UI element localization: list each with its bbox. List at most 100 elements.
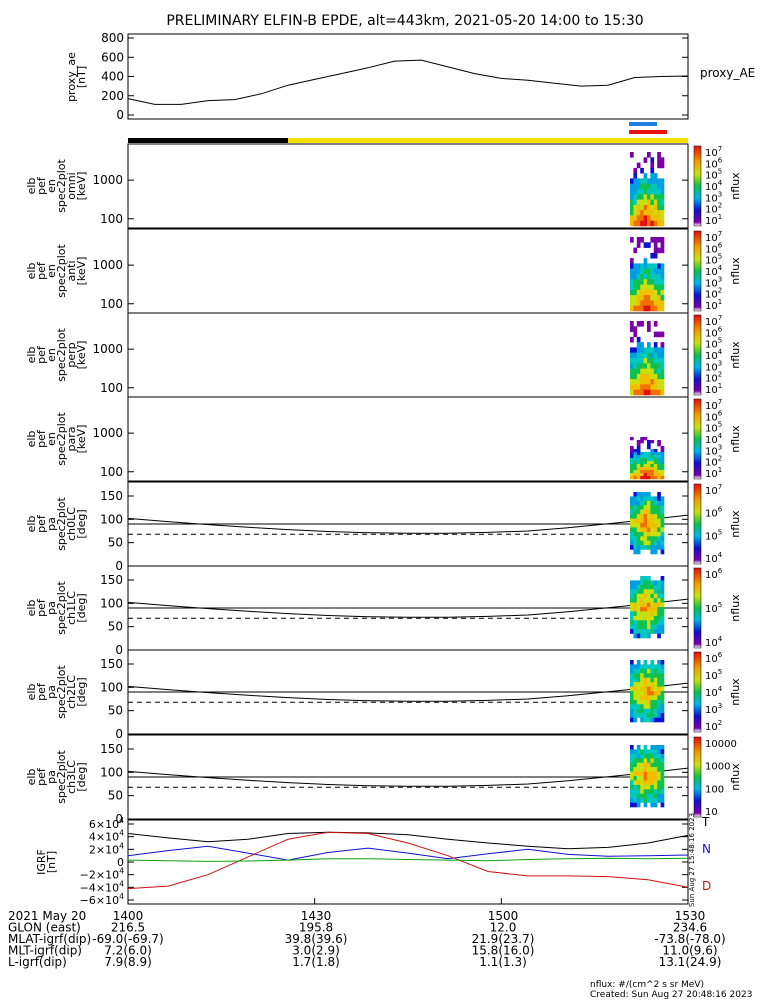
spectrogram-cell bbox=[650, 295, 655, 301]
energy-ytick: 1000 bbox=[92, 258, 123, 272]
spectrogram-cell bbox=[660, 717, 665, 723]
spectrogram-cell bbox=[657, 352, 661, 359]
axis-label-line: pa bbox=[45, 770, 58, 784]
spectrogram-cell bbox=[657, 162, 661, 169]
spectrogram-cell bbox=[643, 352, 648, 359]
spectrogram-cell bbox=[636, 505, 641, 510]
spectrogram-cell bbox=[647, 509, 651, 515]
footer-row-value: 3.0(2.9) bbox=[292, 944, 340, 958]
status-bars bbox=[128, 122, 688, 143]
tick-label-exponent: 3 bbox=[718, 702, 722, 710]
spectrogram-cell bbox=[653, 589, 658, 594]
spectrogram-cell bbox=[633, 458, 638, 462]
units-note: nflux: #/(cm^2 s sr MeV) bbox=[590, 980, 704, 990]
spectrogram-cell bbox=[643, 204, 648, 211]
tick-label-base: 4×10 bbox=[89, 831, 119, 844]
proxy-ae-ytick: 400 bbox=[101, 70, 124, 84]
spectrogram-cell bbox=[636, 464, 641, 468]
axis-label-line: ch0LC bbox=[65, 507, 78, 541]
tick-label-exponent: 2 bbox=[718, 202, 722, 210]
spectrogram-cell bbox=[633, 699, 638, 705]
spectrogram-cell bbox=[647, 452, 651, 456]
spectrogram-cell bbox=[647, 531, 651, 537]
axis-label-line: IGRF bbox=[35, 849, 48, 875]
igrf-timestamp-vertical: Sun Aug 27 15:48:16 2023 bbox=[688, 813, 696, 907]
spectrogram-cell bbox=[650, 461, 655, 465]
axis-label-line: spec2plot bbox=[55, 328, 68, 382]
spectrogram-cell bbox=[630, 258, 634, 264]
igrf-ytick: 6×104 bbox=[89, 816, 124, 831]
spectrogram-cell bbox=[650, 664, 655, 670]
spectrogram-cell bbox=[633, 467, 638, 471]
spectrogram-cell bbox=[660, 496, 665, 502]
spectrogram-cell bbox=[647, 215, 651, 221]
spectrogram-cell bbox=[647, 289, 651, 296]
spectrogram-cell bbox=[636, 321, 641, 327]
spectrogram-cell bbox=[653, 615, 658, 621]
axis-label-line: pef bbox=[35, 429, 48, 448]
spectrogram-cell bbox=[630, 363, 634, 369]
spectrogram-cell bbox=[640, 461, 644, 465]
axis-label-line: omni bbox=[65, 172, 78, 199]
footer-row-value: 216.5 bbox=[111, 921, 145, 935]
spectrogram-cell bbox=[660, 691, 665, 696]
tick-label-exponent: 2 bbox=[718, 371, 722, 379]
pa-ytick: 150 bbox=[100, 657, 123, 671]
spectrogram-cell bbox=[660, 237, 665, 243]
spectrogram-cell bbox=[650, 368, 655, 375]
spectrogram-cell bbox=[643, 620, 648, 625]
spectrogram-cell bbox=[650, 505, 655, 510]
spectrogram-cell bbox=[650, 358, 655, 364]
spectrogram-cell bbox=[643, 384, 648, 390]
spectrogram-cell bbox=[643, 505, 648, 510]
spectrogram-cell bbox=[633, 204, 638, 211]
spectrogram-cell bbox=[643, 531, 648, 537]
spectrogram-cell bbox=[647, 199, 651, 206]
spectrogram-cell bbox=[660, 545, 665, 550]
colorbar-label: nflux bbox=[729, 172, 742, 200]
tick-label-base: 10 bbox=[705, 340, 718, 351]
spectrogram-cell bbox=[660, 295, 665, 301]
spectrogram-cell bbox=[630, 602, 634, 608]
spectrogram-cell bbox=[630, 384, 634, 390]
spectrogram-cell bbox=[647, 342, 651, 348]
spectrogram-cell bbox=[647, 204, 651, 211]
spectrogram-cell bbox=[653, 745, 658, 750]
tick-label-base: 10 bbox=[705, 401, 718, 412]
tick-label-base: 10 bbox=[705, 351, 718, 362]
spectrogram-cell bbox=[650, 289, 655, 296]
spectrogram-cell bbox=[643, 509, 648, 515]
axis-label-line: elb bbox=[25, 516, 38, 533]
spectrogram-cell bbox=[650, 523, 655, 528]
spectrogram-cell bbox=[647, 467, 651, 471]
spectrogram-cell bbox=[650, 389, 655, 396]
pa-ytick: 100 bbox=[100, 596, 123, 610]
spectrogram-cell bbox=[647, 576, 651, 581]
spectrogram-cell bbox=[647, 584, 651, 590]
tick-label-base: 2×10 bbox=[89, 843, 119, 856]
spectrogram-cell bbox=[643, 258, 648, 264]
spectrogram-cell bbox=[660, 518, 665, 524]
axis-label-line: spec2plot bbox=[55, 412, 68, 466]
spectrogram-cell bbox=[653, 384, 658, 390]
spectrogram-cell bbox=[630, 776, 634, 781]
tick-label-exponent: 6 bbox=[718, 567, 723, 575]
axis-label-line: pef bbox=[35, 261, 48, 280]
spectrogram-cell bbox=[643, 545, 648, 550]
spectrogram-cell bbox=[630, 584, 634, 590]
spectrogram-cell bbox=[636, 210, 641, 216]
spectrogram-cell bbox=[650, 178, 655, 184]
spectrogram-cell bbox=[653, 358, 658, 364]
spectrogram-cell bbox=[640, 789, 644, 794]
spectrogram-cell bbox=[650, 470, 655, 474]
spectrogram-cell bbox=[640, 373, 644, 380]
energy-panel-frame bbox=[127, 228, 689, 314]
spectrogram-cell bbox=[630, 668, 634, 674]
tick-label-base: 10 bbox=[705, 509, 718, 520]
spectrogram-cell bbox=[636, 215, 641, 221]
spectrogram-cell bbox=[633, 194, 638, 200]
spectrogram-cell bbox=[633, 584, 638, 590]
spectrogram-cell bbox=[647, 458, 651, 462]
spectrogram-cell bbox=[630, 470, 634, 474]
